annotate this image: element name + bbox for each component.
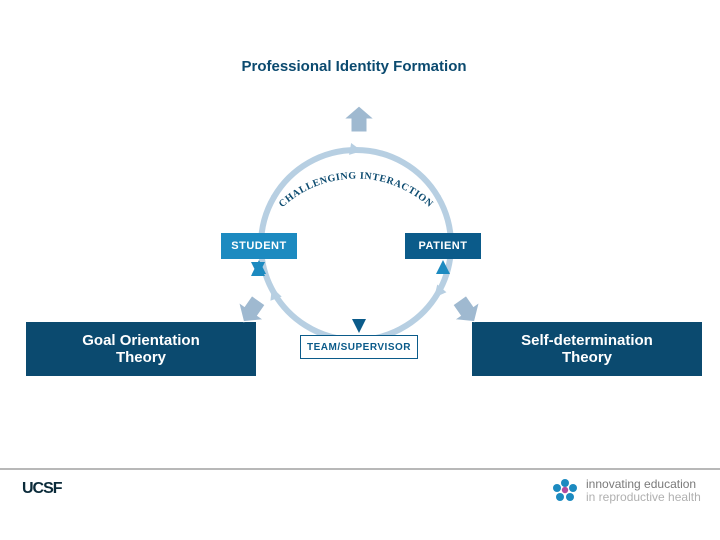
footer-logo: UCSF [22, 480, 62, 498]
footer-logo-text: UCSF [22, 480, 62, 498]
in-arrows [0, 0, 720, 540]
footer-brand-text: innovating education in reproductive hea… [586, 478, 701, 503]
flower-icon [552, 478, 578, 504]
stage: Professional Identity Formation Goal Ori… [0, 0, 720, 540]
footer-line [0, 468, 720, 470]
footer-brand: innovating education in reproductive hea… [552, 478, 701, 504]
footer-brand-line2: in reproductive health [586, 491, 701, 504]
